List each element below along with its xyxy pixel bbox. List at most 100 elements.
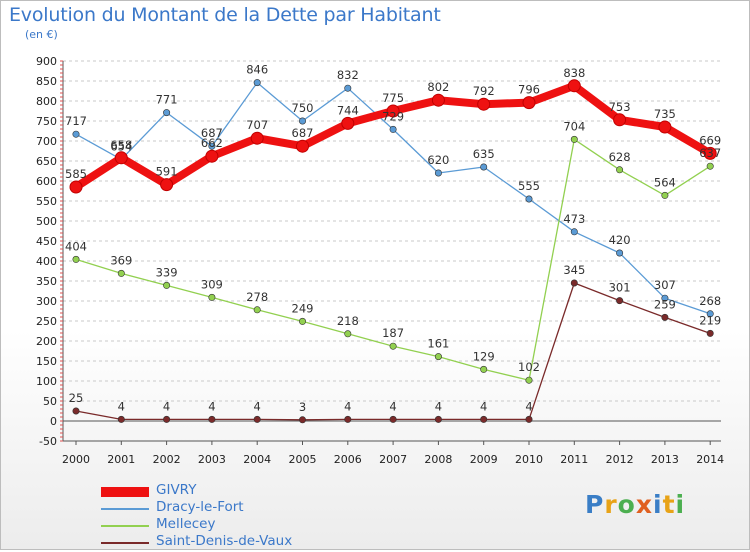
data-point (434, 169, 442, 177)
x-tick-label: 2005 (289, 453, 317, 466)
data-point (114, 151, 128, 165)
data-label: 259 (654, 297, 676, 311)
data-label: 4 (435, 399, 442, 413)
data-label: 345 (563, 263, 585, 277)
data-point (250, 131, 264, 145)
data-label: 4 (118, 399, 125, 413)
x-tick-label: 2008 (424, 453, 452, 466)
data-point (434, 415, 442, 423)
data-label: 129 (473, 349, 495, 363)
data-point (344, 330, 352, 338)
legend-swatch-givry (101, 487, 149, 497)
data-label: 744 (337, 103, 359, 117)
legend-swatch-saint-denis (101, 542, 149, 544)
data-point (706, 329, 714, 337)
data-point (570, 135, 578, 143)
x-tick-label: 2010 (515, 453, 543, 466)
x-tick-label: 2009 (470, 453, 498, 466)
data-label: 4 (254, 399, 261, 413)
data-point (163, 109, 171, 117)
data-label: 268 (699, 294, 721, 308)
x-tick-label: 2002 (153, 453, 181, 466)
x-tick-label: 2001 (107, 453, 135, 466)
data-label: 4 (163, 399, 170, 413)
x-tick-label: 2006 (334, 453, 362, 466)
data-point (208, 142, 216, 150)
data-point (522, 96, 536, 110)
data-point (208, 293, 216, 301)
data-label: 729 (382, 109, 404, 123)
data-label: 4 (480, 399, 487, 413)
data-label: 717 (65, 114, 87, 128)
data-label: 802 (427, 80, 449, 94)
data-point (661, 191, 669, 199)
data-point (480, 365, 488, 373)
data-point (389, 125, 397, 133)
data-label: 564 (654, 175, 676, 189)
data-label: 339 (156, 265, 178, 279)
legend-swatch-mellecey (101, 525, 149, 527)
data-point (341, 116, 355, 130)
data-label: 249 (292, 301, 314, 315)
data-point (567, 79, 581, 93)
chart-unit: (en €) (25, 28, 58, 41)
data-point (163, 415, 171, 423)
data-label: 707 (246, 118, 268, 132)
data-point (431, 93, 445, 107)
data-point (434, 353, 442, 361)
x-tick-label: 2000 (62, 453, 90, 466)
data-point (658, 120, 672, 134)
data-label: 735 (654, 107, 676, 121)
data-label: 4 (344, 399, 351, 413)
data-label: 4 (525, 399, 532, 413)
data-label: 669 (699, 133, 721, 147)
data-point (570, 279, 578, 287)
y-tick-label: 300 (36, 295, 57, 308)
data-label: 187 (382, 326, 404, 340)
x-tick-label: 2004 (243, 453, 271, 466)
data-point (117, 415, 125, 423)
data-label: 218 (337, 314, 359, 328)
y-tick-label: -50 (39, 435, 57, 448)
y-tick-label: 450 (36, 235, 57, 248)
y-tick-label: 500 (36, 215, 57, 228)
data-label: 102 (518, 360, 540, 374)
y-tick-label: 550 (36, 195, 57, 208)
data-label: 771 (156, 93, 178, 107)
data-point (298, 117, 306, 125)
data-label: 832 (337, 68, 359, 82)
data-label: 846 (246, 63, 268, 77)
y-tick-label: 0 (50, 415, 57, 428)
data-label: 753 (609, 100, 631, 114)
data-label: 591 (156, 165, 178, 179)
data-point (253, 415, 261, 423)
y-tick-label: 100 (36, 375, 57, 388)
y-tick-label: 800 (36, 95, 57, 108)
y-tick-label: 700 (36, 135, 57, 148)
data-label: 637 (699, 146, 721, 160)
data-point (72, 255, 80, 263)
data-point (72, 130, 80, 138)
data-point (72, 407, 80, 415)
data-point (386, 104, 400, 118)
data-label: 309 (201, 277, 223, 291)
data-point (661, 313, 669, 321)
data-label: 473 (563, 212, 585, 226)
data-label: 662 (201, 136, 223, 150)
data-point (613, 113, 627, 127)
data-label: 654 (110, 139, 132, 153)
data-label: 796 (518, 83, 540, 97)
data-label: 4 (208, 399, 215, 413)
data-point (117, 269, 125, 277)
data-point (344, 415, 352, 423)
data-point (296, 139, 309, 153)
data-point (163, 281, 171, 289)
data-point (389, 342, 397, 350)
data-point (706, 162, 714, 170)
y-tick-label: 400 (36, 255, 57, 268)
legend-label-saint-denis: Saint-Denis-de-Vaux (156, 533, 293, 549)
legend-label-mellecey: Mellecey (156, 516, 216, 532)
data-point (205, 149, 219, 163)
data-point (344, 84, 352, 92)
